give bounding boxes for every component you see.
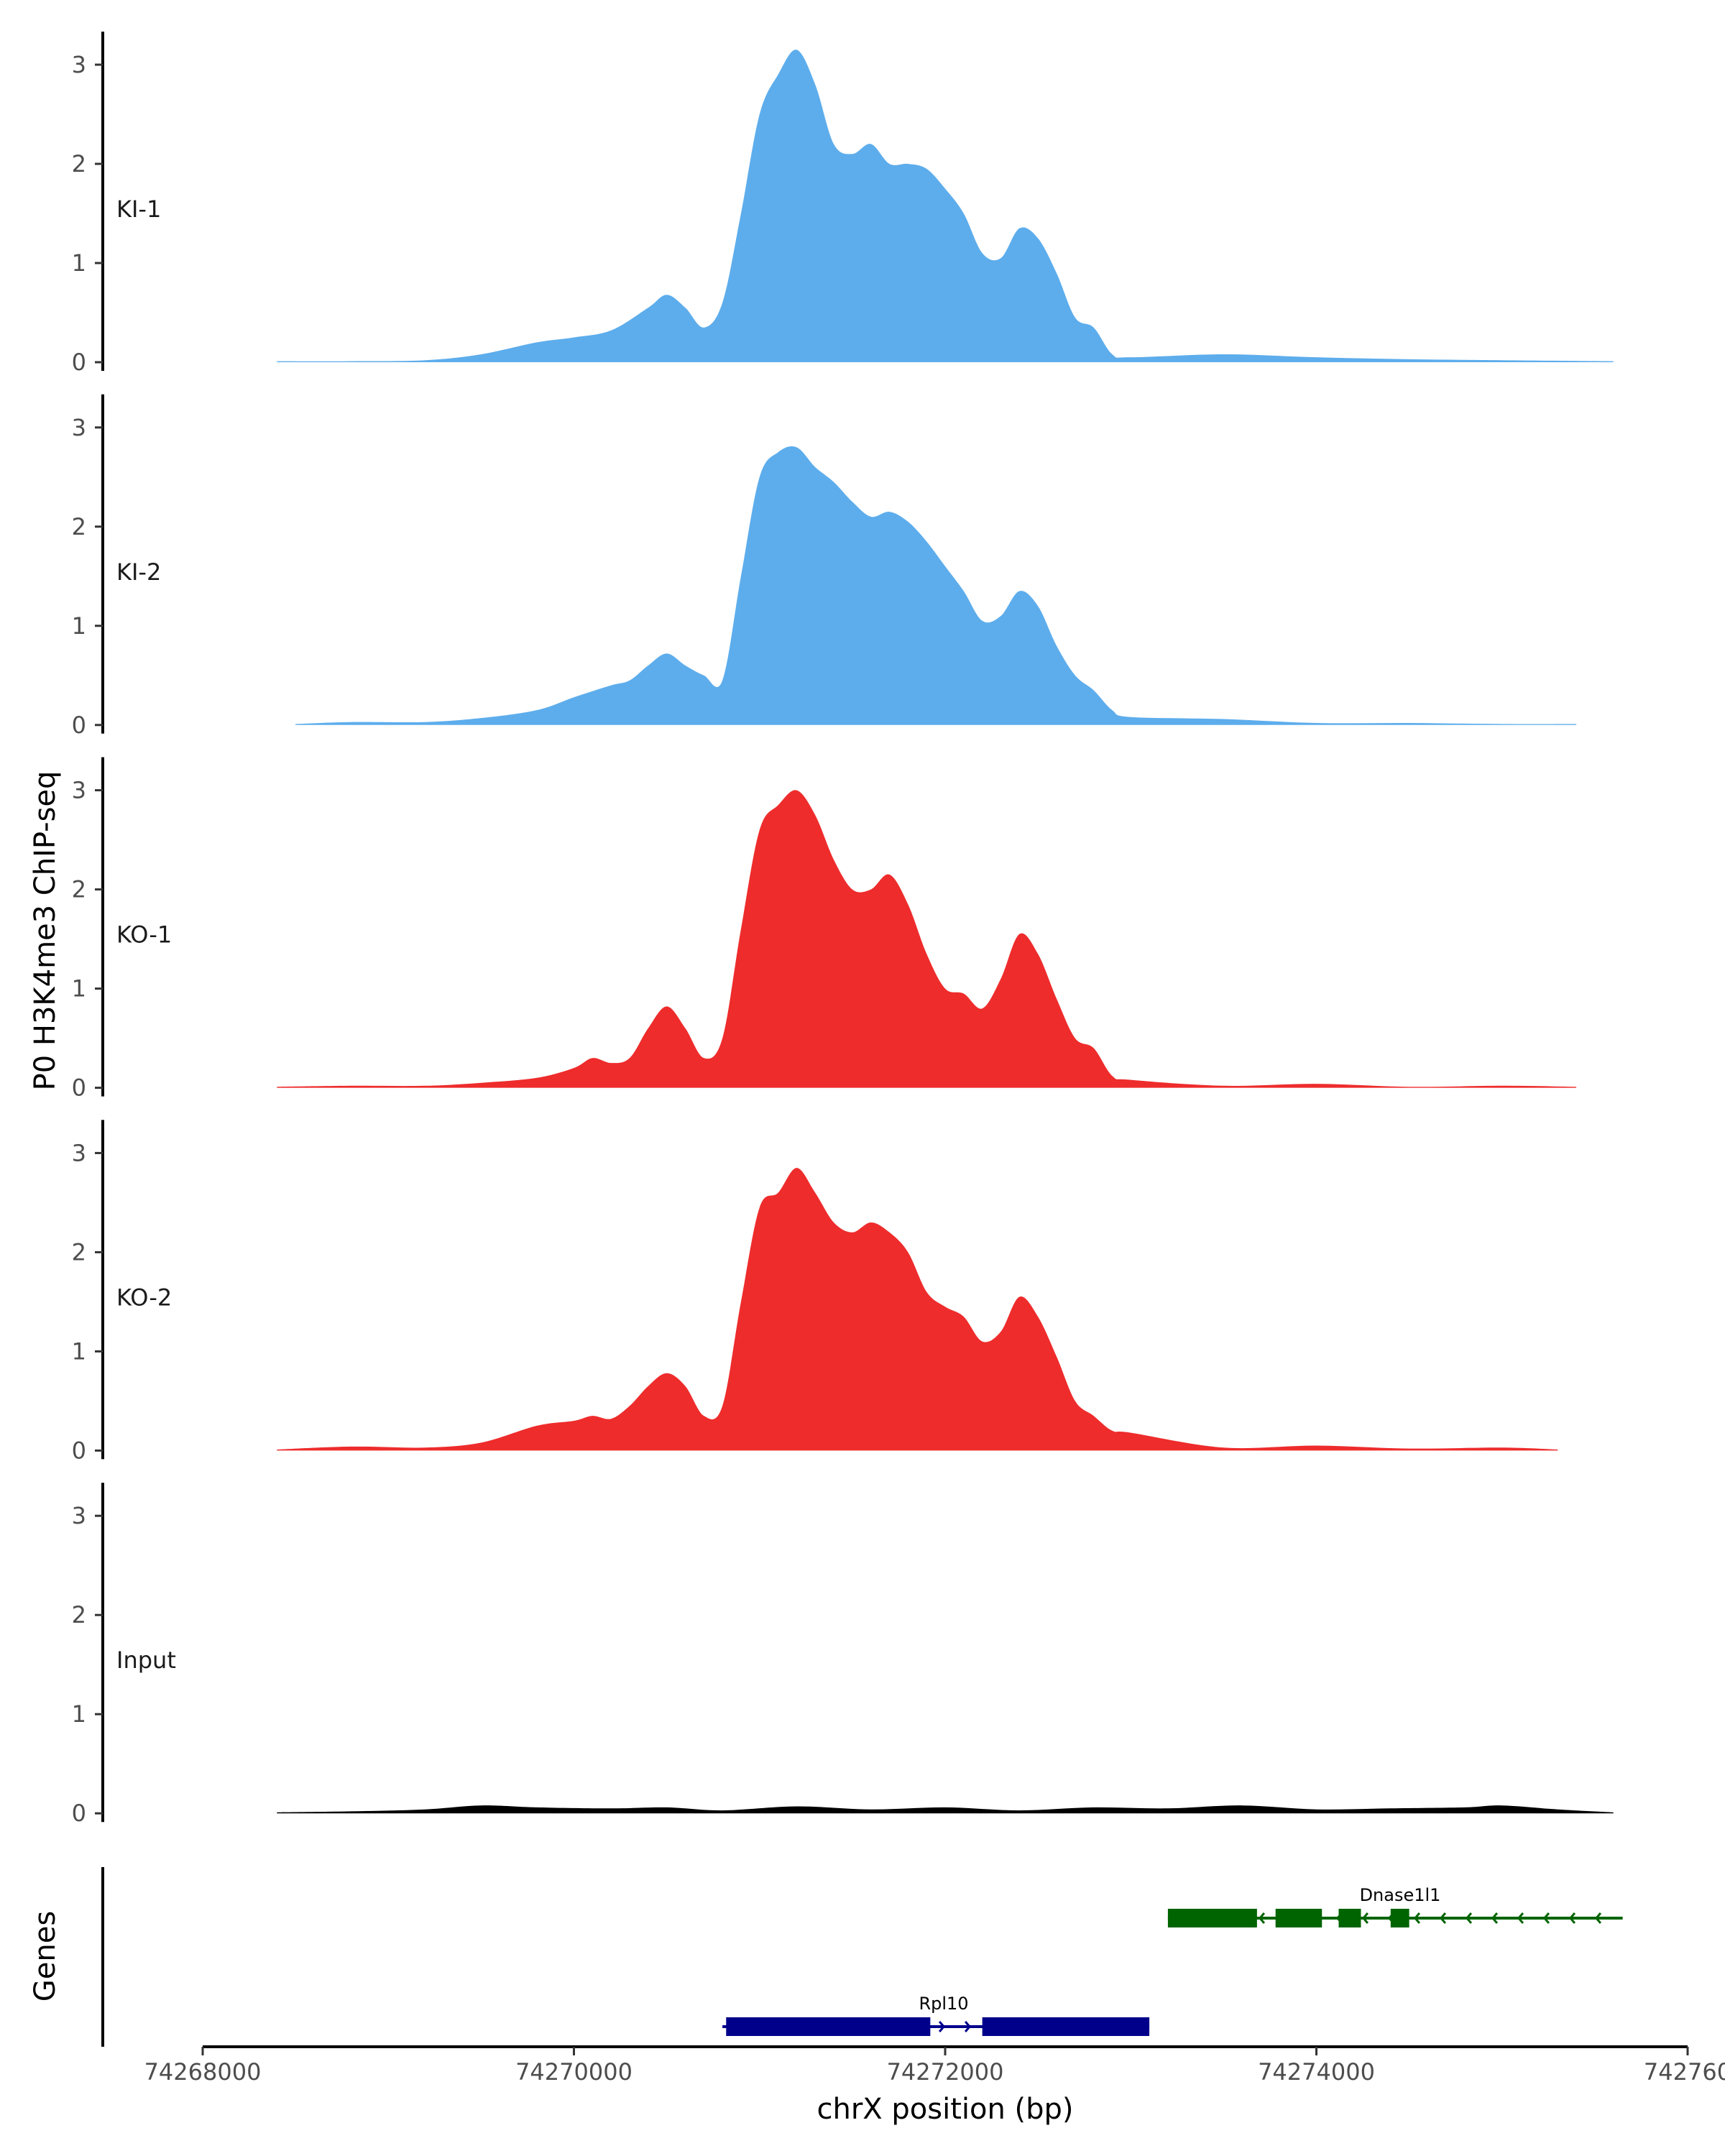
y-tick-label: 2 bbox=[72, 1238, 86, 1266]
signal-area bbox=[277, 1168, 1558, 1451]
gene-exon bbox=[1338, 1909, 1361, 1927]
x-tick-label: 742760 bbox=[1644, 2058, 1725, 2086]
y-tick-label: 0 bbox=[72, 711, 86, 739]
signal-area bbox=[277, 790, 1577, 1088]
x-axis-label: chrX position (bp) bbox=[816, 2093, 1073, 2126]
strand-arrow bbox=[1258, 1912, 1266, 1924]
strand-arrow bbox=[938, 2021, 946, 2032]
strand-arrow bbox=[964, 2021, 972, 2032]
track-ko-2: 0 1 2 3 KO-2 bbox=[72, 1120, 1558, 1464]
y-axis-label: P0 H3K4me3 ChIP-seq bbox=[29, 771, 62, 1091]
x-axis: 74268000 74270000 74272000 74274000 742760 bbox=[144, 2045, 1725, 2086]
gene-exon bbox=[726, 2017, 931, 2036]
x-tick-label: 74270000 bbox=[515, 2058, 632, 2086]
strand-arrow bbox=[1568, 1912, 1576, 1924]
genes-track: Genes Rpl10 Dnase1l1 bbox=[29, 1867, 1623, 2047]
y-tick-label: 1 bbox=[72, 975, 86, 1003]
y-tick-label: 2 bbox=[72, 150, 86, 178]
y-tick-label: 0 bbox=[72, 1437, 86, 1464]
y-tick-label: 1 bbox=[72, 612, 86, 640]
y-tick-label: 0 bbox=[72, 1074, 86, 1102]
y-tick-label: 2 bbox=[72, 876, 86, 903]
signal-area bbox=[277, 1805, 1614, 1814]
strand-arrow bbox=[1491, 1912, 1499, 1924]
gene-dnase1l1: Dnase1l1 bbox=[1167, 1885, 1623, 1927]
y-tick-label: 2 bbox=[72, 513, 86, 540]
y-tick-label: 0 bbox=[72, 349, 86, 376]
y-tick-label: 3 bbox=[72, 51, 86, 78]
strand-arrow bbox=[1517, 1912, 1524, 1924]
gene-exon bbox=[1167, 1909, 1257, 1927]
track-label: KO-1 bbox=[116, 921, 172, 949]
y-tick-label: 3 bbox=[72, 777, 86, 804]
y-tick-label: 1 bbox=[72, 1700, 86, 1728]
y-tick-label: 3 bbox=[72, 414, 86, 441]
track-label: KI-2 bbox=[116, 558, 161, 586]
y-tick-label: 2 bbox=[72, 1601, 86, 1628]
gene-rpl10: Rpl10 bbox=[722, 1994, 1150, 2036]
strand-arrow bbox=[1465, 1912, 1473, 1924]
track-input: 0 1 2 3 Input bbox=[72, 1483, 1614, 1827]
y-tick-label: 1 bbox=[72, 1337, 86, 1365]
track-ki-2: 0 1 2 3 KI-2 bbox=[72, 394, 1577, 739]
x-tick-label: 74268000 bbox=[144, 2058, 262, 2086]
track-label: Input bbox=[116, 1646, 176, 1674]
signal-area bbox=[295, 446, 1577, 725]
y-tick-label: 3 bbox=[72, 1502, 86, 1529]
track-ki-1: 0 1 2 3 KI-1 bbox=[72, 32, 1614, 376]
track-label: KO-2 bbox=[116, 1284, 172, 1311]
genes-track-label: Genes bbox=[29, 1911, 62, 2001]
gene-name-label: Dnase1l1 bbox=[1360, 1885, 1441, 1905]
signal-area bbox=[277, 50, 1614, 362]
x-tick-label: 74274000 bbox=[1258, 2058, 1375, 2086]
y-tick-label: 3 bbox=[72, 1139, 86, 1166]
track-ko-1: 0 1 2 3 KO-1 bbox=[72, 757, 1577, 1102]
track-label: KI-1 bbox=[116, 195, 161, 223]
gene-name-label: Rpl10 bbox=[919, 1994, 968, 2014]
strand-arrow bbox=[1542, 1912, 1550, 1924]
y-tick-label: 0 bbox=[72, 1800, 86, 1827]
gene-exon bbox=[1275, 1909, 1322, 1927]
strand-arrow bbox=[1361, 1912, 1369, 1924]
strand-arrow bbox=[1413, 1912, 1421, 1924]
gene-exon bbox=[1390, 1909, 1409, 1927]
strand-arrow bbox=[1439, 1912, 1447, 1924]
x-tick-label: 74272000 bbox=[887, 2058, 1004, 2086]
gene-exon bbox=[982, 2017, 1150, 2036]
strand-arrow bbox=[1594, 1912, 1602, 1924]
y-tick-label: 1 bbox=[72, 249, 86, 277]
signal-tracks: 0 1 2 3 KI-1 0 1 2 3 KI-2 0 1 2 3 KO-1 0 1 2 3 KO-2 0 1 2 3 Inpu… bbox=[72, 32, 1614, 1827]
